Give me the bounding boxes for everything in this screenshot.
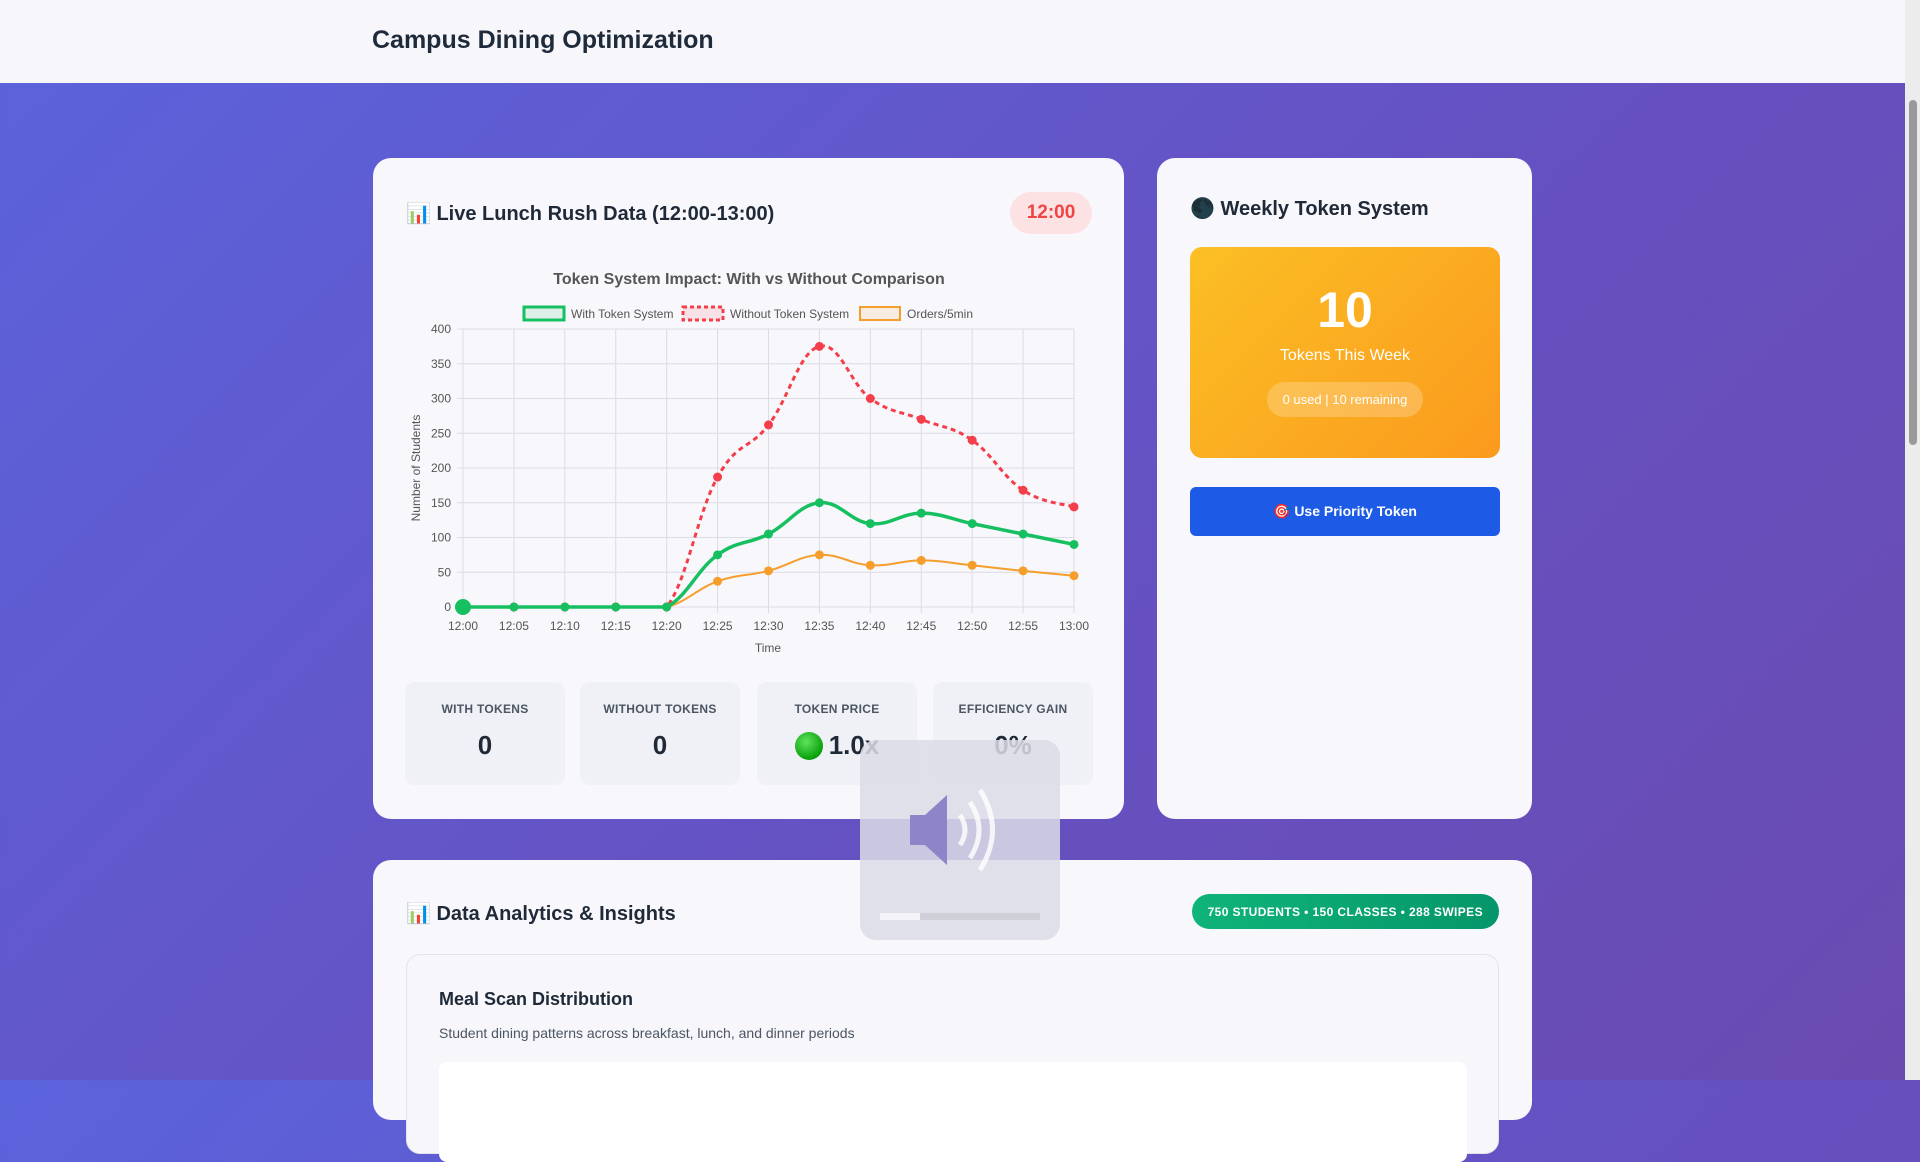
legend-swatch xyxy=(681,305,725,322)
x-tick-label: 12:45 xyxy=(906,619,936,633)
x-tick-label: 12:50 xyxy=(957,619,987,633)
x-tick-label: 12:25 xyxy=(703,619,733,633)
legend-label: With Token System xyxy=(571,307,673,321)
volume-overlay xyxy=(860,740,1060,940)
speaker-icon xyxy=(880,788,1040,920)
x-tick-label: 12:05 xyxy=(499,619,529,633)
stat-value: 0 xyxy=(477,730,493,760)
stat-value: 0 xyxy=(652,730,668,760)
data-point xyxy=(662,602,672,612)
y-tick-label: 150 xyxy=(431,496,451,510)
data-point xyxy=(1018,485,1028,495)
y-tick-label: 100 xyxy=(431,531,451,545)
x-tick-label: 13:00 xyxy=(1059,619,1089,633)
x-tick-label: 12:20 xyxy=(652,619,682,633)
data-point xyxy=(713,576,723,586)
token-impact-chart: Token System Impact: With vs Without Com… xyxy=(409,271,1089,655)
dataset-badge: 750 STUDENTS • 150 CLASSES • 288 SWIPES xyxy=(1191,894,1499,929)
stat-with-tokens: WITH TOKENS 0 xyxy=(405,682,565,785)
y-tick-label: 250 xyxy=(431,426,451,440)
price-indicator-icon xyxy=(794,731,823,760)
legend-label: Without Token System xyxy=(730,307,849,321)
panel-subtitle: Student dining patterns across breakfast… xyxy=(439,1025,855,1041)
data-point xyxy=(713,472,723,482)
data-point xyxy=(1069,571,1079,581)
stat-without-tokens: WITHOUT TOKENS 0 xyxy=(580,682,740,785)
y-tick-label: 400 xyxy=(431,322,451,336)
token-usage: 0 used | 10 remaining xyxy=(1266,382,1424,417)
scrollbar-thumb[interactable] xyxy=(1909,100,1917,445)
data-point xyxy=(967,560,977,570)
panel-title: Meal Scan Distribution xyxy=(439,989,634,1009)
app-header: Campus Dining Optimization xyxy=(0,0,1905,83)
data-point xyxy=(916,508,926,518)
data-point xyxy=(967,519,977,529)
stat-label: WITH TOKENS xyxy=(441,702,529,716)
live-data-title: 📊 Live Lunch Rush Data (12:00-13:00) xyxy=(406,203,775,225)
stat-label: TOKEN PRICE xyxy=(794,702,880,716)
x-tick-label: 12:40 xyxy=(855,619,885,633)
x-tick-label: 12:55 xyxy=(1008,619,1038,633)
data-point xyxy=(1018,566,1028,576)
data-point xyxy=(764,566,773,576)
data-point xyxy=(611,602,621,612)
data-point xyxy=(865,519,875,529)
data-point xyxy=(560,602,570,612)
live-data-card: 📊 Live Lunch Rush Data (12:00-13:00) 12:… xyxy=(373,158,1124,819)
token-count-label: Tokens This Week xyxy=(1279,347,1411,364)
data-point xyxy=(814,550,824,560)
x-tick-label: 12:00 xyxy=(448,619,478,633)
meal-scan-panel: Meal Scan Distribution Student dining pa… xyxy=(406,954,1499,1162)
panel-chart-area xyxy=(439,1062,1467,1162)
data-point xyxy=(865,394,875,403)
app-title: Campus Dining Optimization xyxy=(372,26,714,54)
x-tick-label: 12:30 xyxy=(753,619,783,633)
use-priority-token-button[interactable]: 🎯 Use Priority Token xyxy=(1190,487,1500,536)
token-balance-box: 10 Tokens This Week 0 used | 10 remainin… xyxy=(1190,247,1500,458)
data-point xyxy=(509,602,519,612)
y-tick-label: 200 xyxy=(431,461,451,475)
page-scrollbar[interactable] xyxy=(1905,0,1920,1080)
analytics-title: 📊 Data Analytics & Insights xyxy=(406,903,676,925)
timer-badge: 12:00 xyxy=(1010,192,1092,234)
data-point xyxy=(764,529,773,539)
legend-swatch xyxy=(859,306,901,321)
y-tick-label: 300 xyxy=(431,392,451,406)
data-point xyxy=(865,560,875,570)
data-point xyxy=(713,550,723,560)
y-tick-label: 0 xyxy=(444,600,451,614)
chart-title: Token System Impact: With vs Without Com… xyxy=(553,271,944,288)
data-point xyxy=(1069,502,1079,512)
token-card: 🌑 Weekly Token System 10 Tokens This Wee… xyxy=(1157,158,1532,819)
y-tick-label: 350 xyxy=(431,357,451,371)
legend-swatch xyxy=(522,305,566,322)
x-tick-label: 12:15 xyxy=(601,619,631,633)
data-point xyxy=(967,435,977,445)
data-point xyxy=(455,599,471,615)
data-point xyxy=(1018,529,1028,539)
data-point xyxy=(916,555,926,565)
token-title: 🌑 Weekly Token System xyxy=(1190,198,1429,220)
x-tick-label: 12:35 xyxy=(804,619,834,633)
y-axis-label: Number of Students xyxy=(409,415,423,522)
legend-label: Orders/5min xyxy=(907,307,973,321)
data-point xyxy=(764,420,773,430)
data-point xyxy=(814,341,824,351)
data-point xyxy=(814,498,824,508)
x-tick-label: 12:10 xyxy=(550,619,580,633)
data-point xyxy=(1069,539,1079,549)
data-point xyxy=(916,414,926,424)
x-axis-label: Time xyxy=(755,641,782,655)
stat-label: WITHOUT TOKENS xyxy=(603,702,717,716)
token-count: 10 xyxy=(1317,282,1373,338)
stat-label: EFFICIENCY GAIN xyxy=(958,702,1068,716)
y-tick-label: 50 xyxy=(438,565,452,579)
